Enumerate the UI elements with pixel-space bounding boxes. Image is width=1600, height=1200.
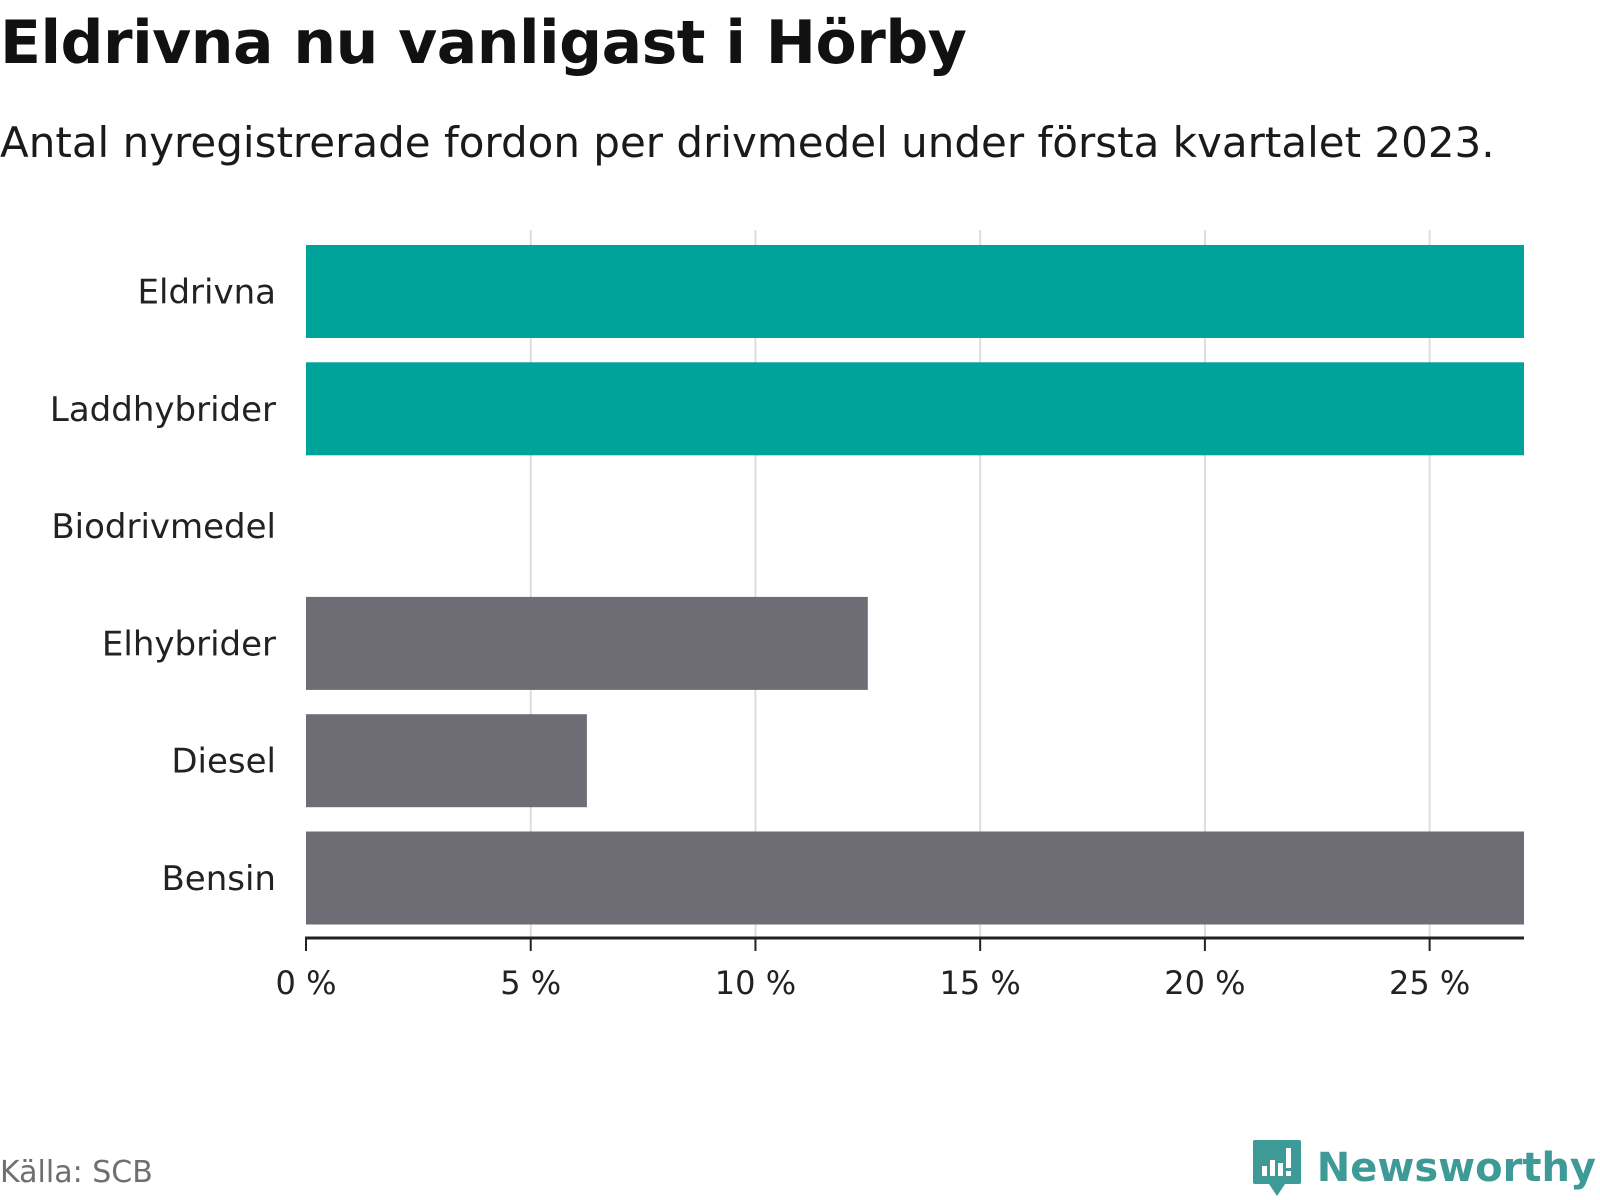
bars [306, 245, 1524, 925]
newsworthy-logo-icon [1251, 1138, 1303, 1198]
x-tick-label: 5 % [500, 964, 561, 1002]
category-label: Diesel [171, 742, 276, 782]
category-label: Eldrivna [138, 273, 276, 313]
brand-logo: Newsworthy [1251, 1138, 1596, 1198]
category-label: Biodrivmedel [51, 507, 276, 547]
x-tick-label: 20 % [1164, 964, 1245, 1002]
x-tick-label: 25 % [1389, 964, 1470, 1002]
source-note: Källa: SCB [0, 1155, 153, 1190]
bar-elhybrider [306, 596, 868, 690]
x-axis: 0 % 5 % 10 % 15 % 20 % 25 % [276, 936, 1524, 1002]
x-tick-label: 15 % [940, 964, 1021, 1002]
bar-eldrivna [306, 245, 1524, 338]
x-tick-label: 10 % [715, 964, 796, 1002]
bar-laddhybrider [306, 362, 1524, 456]
chart-title: Eldrivna nu vanligast i Hörby [0, 8, 967, 78]
bar-diesel [306, 714, 587, 808]
brand-name: Newsworthy [1316, 1145, 1596, 1191]
category-label: Elhybrider [102, 624, 276, 664]
chart-subtitle: Antal nyregistrerade fordon per drivmede… [0, 118, 1495, 167]
category-label: Bensin [161, 859, 276, 899]
x-tick-label: 0 % [276, 964, 337, 1002]
grid-lines [529, 230, 1431, 938]
category-label: Laddhybrider [50, 390, 276, 430]
bar-bensin [306, 831, 1524, 925]
category-labels: Eldrivna Laddhybrider Biodrivmedel Elhybrid… [50, 273, 276, 900]
